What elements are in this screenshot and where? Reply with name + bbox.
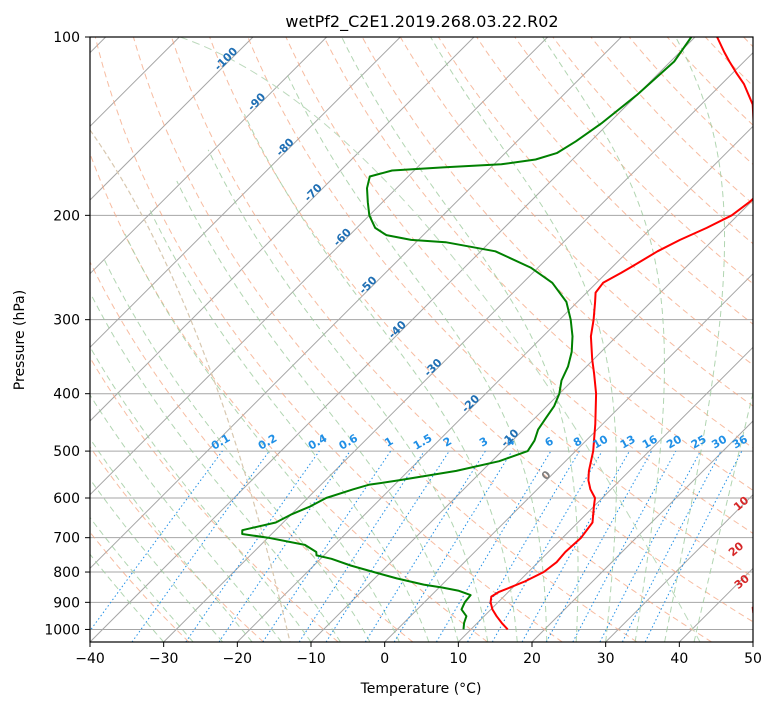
mixing-ratio-line [467, 450, 580, 642]
moist-adiabat-label: 40 [748, 598, 768, 618]
isotherm-line [384, 272, 753, 642]
mixing-ratio-line [491, 450, 603, 642]
y-tick-label: 100 [53, 30, 80, 46]
dry-adiabat-line [209, 37, 753, 623]
mixing-ratio-line [325, 450, 450, 642]
moist-adiabat-line [430, 37, 617, 642]
y-tick-label: 700 [53, 531, 80, 547]
dry-adiabat-line [399, 37, 753, 407]
mixing-ratio-line [218, 450, 351, 642]
mixing-ratio-line [393, 450, 513, 642]
saturation-curve [90, 129, 291, 642]
dry-adiabat-line [94, 37, 563, 642]
profile-lines [241, 37, 753, 631]
y-tick-label: 300 [53, 313, 80, 329]
dry-adiabat-line [90, 446, 264, 642]
y-tick-label: 200 [53, 208, 80, 224]
x-tick-label: −10 [296, 651, 326, 667]
moist-adiabat-line [341, 37, 579, 642]
x-tick-label: 40 [670, 651, 688, 667]
mixing-ratio-line [521, 450, 630, 642]
mixing-ratio-line [572, 450, 677, 642]
freezing-curve [179, 37, 701, 642]
dry-adiabat-line [323, 37, 753, 491]
y-tick-label: 400 [53, 387, 80, 403]
moist-adiabat-line [542, 37, 665, 642]
x-tick-label: −20 [223, 651, 253, 667]
isotherm-line [90, 37, 622, 570]
moist-adiabat-line [102, 256, 371, 642]
mixing-ratio-line [545, 450, 653, 642]
y-tick-label: 1000 [44, 622, 80, 638]
moist-adiabat-line [285, 72, 548, 642]
x-tick-label: 50 [744, 651, 762, 667]
y-tick-label: 900 [53, 595, 80, 611]
plot-frame [89, 36, 754, 643]
moist-adiabat-line [90, 478, 223, 642]
moist-adiabat-line [664, 37, 726, 642]
isotherm-line [90, 37, 475, 422]
moist-adiabat-line [176, 180, 459, 642]
dry-adiabat-line [132, 37, 638, 642]
dry-adiabat-line [476, 37, 753, 325]
x-axis-label: Temperature (°C) [360, 681, 482, 697]
isotherm-line [90, 37, 549, 496]
y-axis-label: Pressure (hPa) [12, 290, 28, 390]
isotherm-line [90, 37, 696, 642]
mixing-ratio-line [90, 450, 223, 632]
isotherm-line [236, 125, 753, 642]
temperature-line [489, 37, 753, 631]
isotherm-line [457, 346, 753, 642]
moist-adiabat-line [124, 233, 400, 642]
x-tick-label: 0 [380, 651, 389, 667]
mixing-ratio-line [131, 450, 270, 642]
dry-adiabat-line [514, 37, 753, 285]
dry-adiabat-line [247, 37, 753, 578]
moist-adiabat-line [207, 149, 489, 642]
mixing-ratio-line [435, 450, 552, 642]
x-tick-label: 30 [597, 651, 615, 667]
moist-adiabat-line [693, 390, 753, 642]
moist-adiabat-line [90, 291, 341, 642]
dewpoint-line [241, 37, 693, 630]
moist-adiabat-line [90, 437, 253, 642]
x-tick-label: 20 [523, 651, 541, 667]
dry-adiabat-line [361, 37, 753, 449]
x-tick-label: −30 [149, 651, 179, 667]
x-tick-label: 10 [449, 651, 467, 667]
mixing-ratio-line [364, 450, 486, 642]
moist-adiabat-line [90, 516, 194, 642]
moist-adiabat-line [90, 394, 282, 642]
y-tick-label: 500 [53, 444, 80, 460]
moist-adiabat-line [148, 208, 430, 642]
chart-title: wetPf2_C2E1.2019.268.03.22.R02 [285, 12, 558, 32]
axes: −40 −30 −20 −10 0 10 20 30 40 50 100 200 300 400 500 60… [44, 30, 762, 667]
y-tick-label: 800 [53, 565, 80, 581]
y-tick-label: 600 [53, 491, 80, 507]
background-lines [90, 37, 753, 642]
isotherm-line [90, 37, 401, 349]
dry-adiabat-line [90, 260, 414, 642]
mixing-ratio-line [185, 450, 320, 642]
isotherm-line [90, 37, 328, 275]
x-tick-label: −40 [75, 651, 105, 667]
isotherm-line [90, 37, 254, 201]
isotherm-line [531, 420, 753, 642]
dry-adiabat-line [628, 37, 753, 166]
isotherm-line [605, 493, 753, 642]
